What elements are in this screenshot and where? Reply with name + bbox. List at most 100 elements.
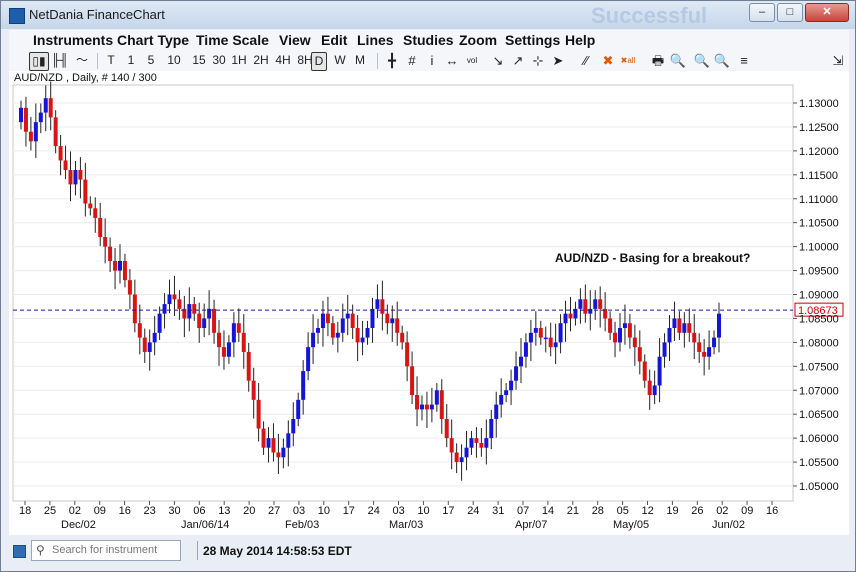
candle-body[interactable] (400, 332, 405, 343)
candle-body[interactable] (637, 347, 642, 362)
candle-body[interactable] (583, 299, 588, 314)
candle-body[interactable] (236, 323, 241, 333)
candle-body[interactable] (122, 260, 127, 281)
timescale-1[interactable]: 1 (127, 53, 135, 67)
zoom-out-icon[interactable]: 🔍− (713, 53, 731, 85)
candle-body[interactable] (231, 323, 236, 343)
candle-body[interactable] (717, 313, 721, 338)
candle-body[interactable] (474, 438, 479, 443)
trendline-down-icon[interactable]: ↘ (492, 53, 504, 68)
candle-body[interactable] (192, 304, 197, 314)
timescale-8h[interactable]: 8H (297, 53, 313, 67)
candle-body[interactable] (226, 342, 231, 357)
zoom-in-icon[interactable]: 🔍+ (693, 53, 711, 85)
candle-body[interactable] (657, 356, 662, 386)
minimize-button[interactable]: – (749, 3, 775, 22)
candle-body[interactable] (499, 395, 504, 405)
channel-icon[interactable]: ⁄⁄ (583, 53, 589, 68)
candle-body[interactable] (464, 447, 469, 458)
candle-body[interactable] (207, 308, 212, 319)
zoom-icon[interactable]: 🔍 (669, 53, 687, 68)
print-icon[interactable]: 🖶 (651, 53, 665, 68)
candle-body[interactable] (514, 366, 519, 381)
candle-body[interactable] (370, 308, 375, 329)
timescale-5[interactable]: 5 (147, 53, 155, 67)
candle-body[interactable] (177, 299, 182, 309)
candle-body[interactable] (68, 170, 73, 185)
timescale-10[interactable]: 10 (167, 53, 181, 67)
candle-body[interactable] (548, 337, 553, 348)
status-indicator-icon[interactable] (13, 545, 26, 558)
candle-body[interactable] (617, 328, 622, 343)
candle-body[interactable] (459, 457, 464, 463)
ohlc-chart-icon[interactable]: ╟╢ (51, 53, 69, 67)
candle-body[interactable] (434, 390, 439, 405)
candle-body[interactable] (78, 170, 83, 180)
candle-body[interactable] (682, 323, 687, 333)
candle-body[interactable] (167, 294, 172, 305)
candle-body[interactable] (320, 313, 325, 329)
timescale-15[interactable]: 15 (192, 53, 206, 67)
candle-body[interactable] (38, 112, 43, 123)
candle-body[interactable] (217, 332, 222, 348)
timescale-2h[interactable]: 2H (253, 53, 269, 67)
candle-body[interactable] (647, 380, 652, 396)
arrow-tool-icon[interactable]: ➤ (552, 53, 564, 68)
fibonacci-icon[interactable]: ⊹ (532, 53, 544, 68)
candle-body[interactable] (350, 313, 355, 329)
candle-body[interactable] (390, 318, 395, 324)
timescale-30[interactable]: 30 (212, 53, 226, 67)
candle-body[interactable] (405, 342, 410, 367)
candle-body[interactable] (672, 318, 677, 329)
timescale-d[interactable]: D (311, 52, 327, 71)
menu-zoom[interactable]: Zoom (459, 32, 498, 48)
candle-body[interactable] (93, 208, 98, 218)
candle-body[interactable] (667, 328, 672, 343)
candle-body[interactable] (296, 399, 301, 419)
candle-body[interactable] (538, 328, 543, 338)
candle-body[interactable] (281, 447, 286, 458)
candle-body[interactable] (627, 323, 632, 338)
timescale-1h[interactable]: 1H (231, 53, 247, 67)
candle-body[interactable] (419, 404, 424, 410)
candle-body[interactable] (43, 98, 48, 113)
candle-body[interactable] (325, 313, 330, 324)
candle-body[interactable] (335, 332, 340, 338)
candle-body[interactable] (578, 299, 583, 309)
candle-body[interactable] (598, 299, 603, 309)
candle-body[interactable] (73, 170, 78, 185)
delete-all-icon[interactable]: ✖all (620, 56, 636, 65)
candle-body[interactable] (528, 332, 533, 343)
candle-body[interactable] (23, 107, 28, 132)
candle-body[interactable] (157, 313, 162, 333)
candle-body[interactable] (113, 260, 118, 271)
pan-icon[interactable]: ↔ (445, 53, 459, 68)
menu-edit[interactable]: Edit (321, 32, 348, 48)
candle-body[interactable] (311, 332, 316, 348)
candle-body[interactable] (182, 308, 187, 319)
crosshair-icon[interactable]: ╋ (388, 53, 396, 68)
candle-body[interactable] (103, 237, 108, 247)
candle-body[interactable] (603, 308, 608, 319)
candle-body[interactable] (246, 351, 251, 381)
close-button[interactable]: ✕ (805, 3, 849, 22)
menu-time-scale[interactable]: Time Scale (196, 32, 269, 48)
candle-body[interactable] (662, 342, 667, 357)
candle-body[interactable] (563, 313, 568, 324)
candle-body[interactable] (687, 323, 692, 333)
info-icon[interactable]: i (430, 53, 434, 68)
candle-body[interactable] (509, 380, 514, 391)
candle-body[interactable] (202, 318, 207, 329)
candle-body[interactable] (241, 332, 246, 352)
candle-body[interactable] (63, 160, 68, 171)
candle-body[interactable] (221, 347, 226, 357)
candle-body[interactable] (132, 294, 137, 324)
timescale-4h[interactable]: 4H (275, 53, 291, 67)
candle-body[interactable] (424, 404, 429, 410)
grid-icon[interactable]: # (408, 53, 416, 68)
candle-body[interactable] (692, 332, 697, 343)
candle-body[interactable] (172, 294, 177, 300)
candle-body[interactable] (53, 117, 58, 147)
candle-body[interactable] (19, 107, 23, 123)
candle-body[interactable] (58, 146, 63, 161)
